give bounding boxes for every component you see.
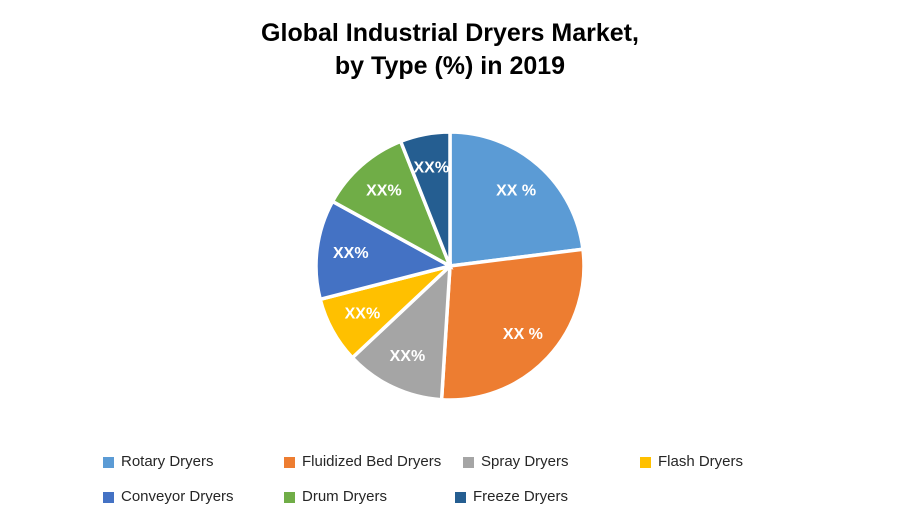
pie-slice-label-drum-dryers: XX% — [366, 183, 402, 200]
legend-item-drum-dryers: Drum Dryers — [284, 489, 387, 505]
pie-slice-drum-dryers — [330, 139, 454, 270]
pie-slice-freeze-dryers — [398, 130, 452, 267]
pie-slice-label-fluidized-bed-dryers: XX % — [503, 326, 543, 343]
pie-slice-label-flash-dryers: XX% — [345, 306, 381, 323]
legend-item-flash-dryers: Flash Dryers — [640, 454, 743, 470]
chart-title: Global Industrial Dryers Market, by Type… — [0, 17, 900, 83]
legend-label-flash-dryers: Flash Dryers — [658, 453, 744, 470]
legend-swatch-spray-dryers — [463, 456, 474, 468]
legend-label-conveyor-dryers: Conveyor Dryers — [121, 488, 234, 505]
pie-slice-label-rotary-dryers: XX % — [496, 183, 536, 200]
pie-chart: XX % XX % XX% XX% XX% XX% XX% — [314, 130, 586, 402]
pie-slice-label-conveyor-dryers: XX% — [333, 245, 369, 262]
chart-title-line1: Global Industrial Dryers Market, — [261, 19, 639, 47]
pie-slice-rotary-dryers — [448, 130, 585, 268]
legend-label-rotary-dryers: Rotary Dryers — [121, 453, 214, 470]
legend-item-fluidized-bed-dryers: Fluidized Bed Dryers — [284, 454, 441, 470]
legend-item-freeze-dryers: Freeze Dryers — [455, 489, 568, 505]
pie-slice-label-spray-dryers: XX% — [390, 348, 426, 365]
legend-swatch-conveyor-dryers — [103, 491, 114, 503]
legend-swatch-freeze-dryers — [455, 491, 466, 503]
legend-label-drum-dryers: Drum Dryers — [302, 488, 387, 505]
pie-slice-label-freeze-dryers: XX% — [414, 159, 450, 176]
legend-swatch-flash-dryers — [640, 456, 651, 468]
chart-title-line2: by Type (%) in 2019 — [334, 52, 566, 80]
legend-swatch-rotary-dryers — [103, 456, 114, 468]
legend-swatch-fluidized-bed-dryers — [284, 456, 295, 468]
pie-slice-fluidized-bed-dryers — [439, 247, 586, 402]
legend-label-spray-dryers: Spray Dryers — [481, 453, 569, 470]
legend-item-rotary-dryers: Rotary Dryers — [103, 454, 214, 470]
pie-slice-conveyor-dryers — [314, 199, 455, 302]
legend-item-conveyor-dryers: Conveyor Dryers — [103, 489, 234, 505]
legend-label-freeze-dryers: Freeze Dryers — [473, 488, 569, 505]
legend-label-fluidized-bed-dryers: Fluidized Bed Dryers — [302, 453, 442, 470]
legend-item-spray-dryers: Spray Dryers — [463, 454, 569, 470]
legend-swatch-drum-dryers — [284, 491, 295, 503]
pie-slice-spray-dryers — [349, 261, 453, 402]
